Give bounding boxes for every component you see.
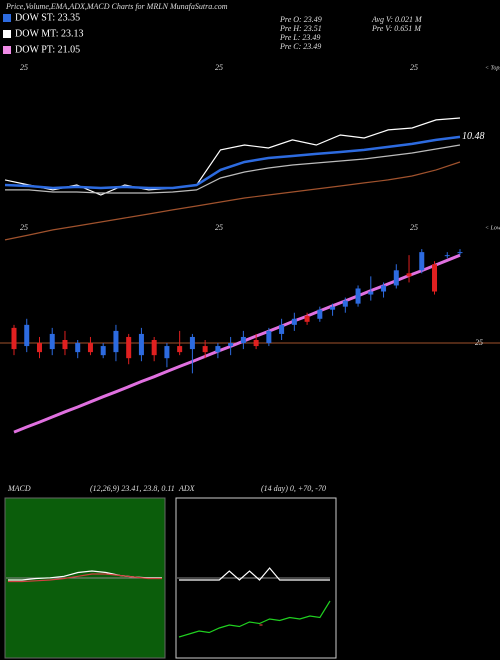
- candle-body: [49, 333, 55, 350]
- candle-body: [381, 285, 387, 292]
- panel-title: MACD: [7, 484, 31, 493]
- candle-body: [24, 324, 30, 347]
- series-line: [4, 161, 461, 241]
- candle-body: [368, 291, 374, 295]
- series-line: [4, 117, 461, 196]
- series-line: [178, 600, 331, 638]
- candle-body: [432, 264, 438, 292]
- stat: Pre C: 23.49: [279, 42, 321, 51]
- stat: Pre H: 23.51: [279, 24, 322, 33]
- panel-title: ADX: [178, 484, 196, 493]
- series-line: [13, 253, 461, 434]
- date-label: 25: [410, 63, 418, 72]
- candle-body: [240, 336, 246, 344]
- series-line: [4, 135, 461, 190]
- end-label: 10.48: [462, 131, 485, 142]
- date-label: 25: [20, 223, 28, 232]
- legend-swatch: [3, 46, 11, 54]
- date-label: 25: [215, 223, 223, 232]
- panel-label: < Lows: [485, 225, 500, 231]
- panel-subtitle: (12,26,9) 23.41, 23.8, 0.11: [90, 484, 175, 493]
- candle-body: [266, 330, 272, 344]
- panel-label: < Tops: [485, 65, 500, 71]
- stat: Pre O: 23.49: [279, 15, 322, 24]
- candle-body: [330, 306, 336, 310]
- stat: Pre L: 23.49: [279, 33, 320, 42]
- page-title: Price,Volume,EMA,ADX,MACD Charts for MRL…: [5, 2, 228, 11]
- candle-body: [113, 330, 119, 353]
- candle-body: [317, 309, 323, 319]
- candle-body: [444, 255, 450, 257]
- candle-body: [100, 346, 106, 356]
- date-label: 25: [20, 63, 28, 72]
- legend-label: DOW PT: 21.05: [15, 44, 80, 55]
- candle-body: [189, 336, 195, 350]
- candle-body: [177, 346, 183, 353]
- stat: Avg V: 0.021 M: [371, 15, 423, 24]
- candle-body: [62, 340, 68, 350]
- candle-body: [87, 343, 93, 353]
- candle-body: [151, 340, 157, 356]
- candle-body: [253, 340, 259, 347]
- date-label: 25: [215, 63, 223, 72]
- candle-body: [164, 346, 170, 359]
- series-line: [179, 567, 330, 581]
- candle-body: [304, 315, 310, 322]
- legend-label: DOW ST: 23.35: [15, 12, 80, 23]
- candle-body: [202, 346, 208, 353]
- series-line: [5, 144, 461, 194]
- candle-body: [419, 252, 425, 271]
- panel-subtitle: (14 day) 0, +70, -70: [261, 484, 326, 493]
- legend-label: DOW MT: 23.13: [15, 28, 83, 39]
- legend-swatch: [3, 14, 11, 22]
- candle-body: [215, 346, 221, 353]
- candle-body: [36, 343, 42, 353]
- candle-body: [126, 336, 132, 359]
- candle-body: [279, 324, 285, 334]
- candle-body: [291, 318, 297, 325]
- candle-body: [406, 273, 412, 277]
- legend-swatch: [3, 30, 11, 38]
- level-label: 25: [475, 338, 483, 347]
- candle-body: [342, 300, 348, 307]
- candle-body: [138, 333, 144, 356]
- candle-body: [75, 343, 81, 353]
- date-label: 25: [410, 223, 418, 232]
- candle-body: [355, 288, 361, 304]
- stat: Pre V: 0.651 M: [371, 24, 422, 33]
- candle-body: [11, 327, 17, 350]
- series-line: [8, 573, 162, 583]
- candle-body: [393, 270, 399, 286]
- candle-body: [457, 252, 463, 254]
- candle-body: [228, 343, 234, 347]
